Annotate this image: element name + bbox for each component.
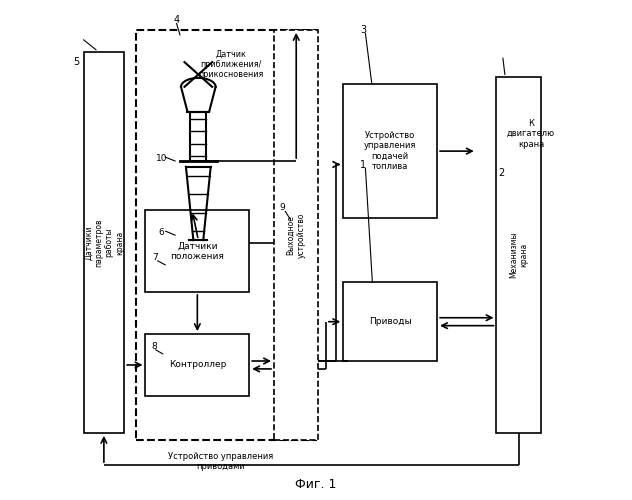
Text: Датчик
приближения/
прикосновения: Датчик приближения/ прикосновения	[198, 50, 264, 80]
Text: Выходное
устройство: Выходное устройство	[286, 212, 306, 258]
Text: 8: 8	[151, 342, 157, 351]
Text: Фиг. 1: Фиг. 1	[295, 478, 337, 492]
Text: 1: 1	[360, 160, 366, 170]
Text: Датчики
положения: Датчики положения	[171, 242, 224, 261]
FancyBboxPatch shape	[145, 334, 249, 396]
FancyBboxPatch shape	[135, 30, 316, 440]
FancyBboxPatch shape	[274, 30, 319, 440]
Text: 6: 6	[159, 228, 164, 237]
Text: К
двигателю
крана: К двигателю крана	[507, 119, 555, 148]
Text: 4: 4	[174, 15, 179, 25]
Text: 3: 3	[360, 25, 366, 35]
Text: Контроллер: Контроллер	[169, 360, 226, 370]
Text: 2: 2	[498, 168, 504, 178]
FancyBboxPatch shape	[497, 77, 541, 433]
FancyBboxPatch shape	[145, 210, 249, 292]
Text: 7: 7	[152, 253, 158, 262]
Text: Датчики
параметров
работы
крана: Датчики параметров работы крана	[84, 218, 124, 267]
Text: Устройство
управления
подачей
топлива: Устройство управления подачей топлива	[364, 131, 416, 171]
Text: Приводы: Приводы	[369, 317, 411, 326]
FancyBboxPatch shape	[343, 84, 437, 218]
FancyBboxPatch shape	[343, 282, 437, 361]
Text: 9: 9	[279, 204, 285, 212]
Text: 5: 5	[73, 57, 80, 67]
Text: Устройство управления
приводами: Устройство управления приводами	[169, 452, 274, 471]
Text: 10: 10	[156, 154, 167, 163]
Text: Механизмы
крана: Механизмы крана	[509, 232, 528, 278]
FancyBboxPatch shape	[83, 52, 124, 433]
